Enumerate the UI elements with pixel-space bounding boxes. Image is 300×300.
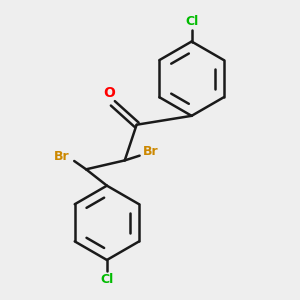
Text: O: O <box>103 86 115 100</box>
Text: Br: Br <box>54 150 70 163</box>
Text: Br: Br <box>142 145 158 158</box>
Text: Cl: Cl <box>185 15 198 28</box>
Text: Cl: Cl <box>100 273 113 286</box>
